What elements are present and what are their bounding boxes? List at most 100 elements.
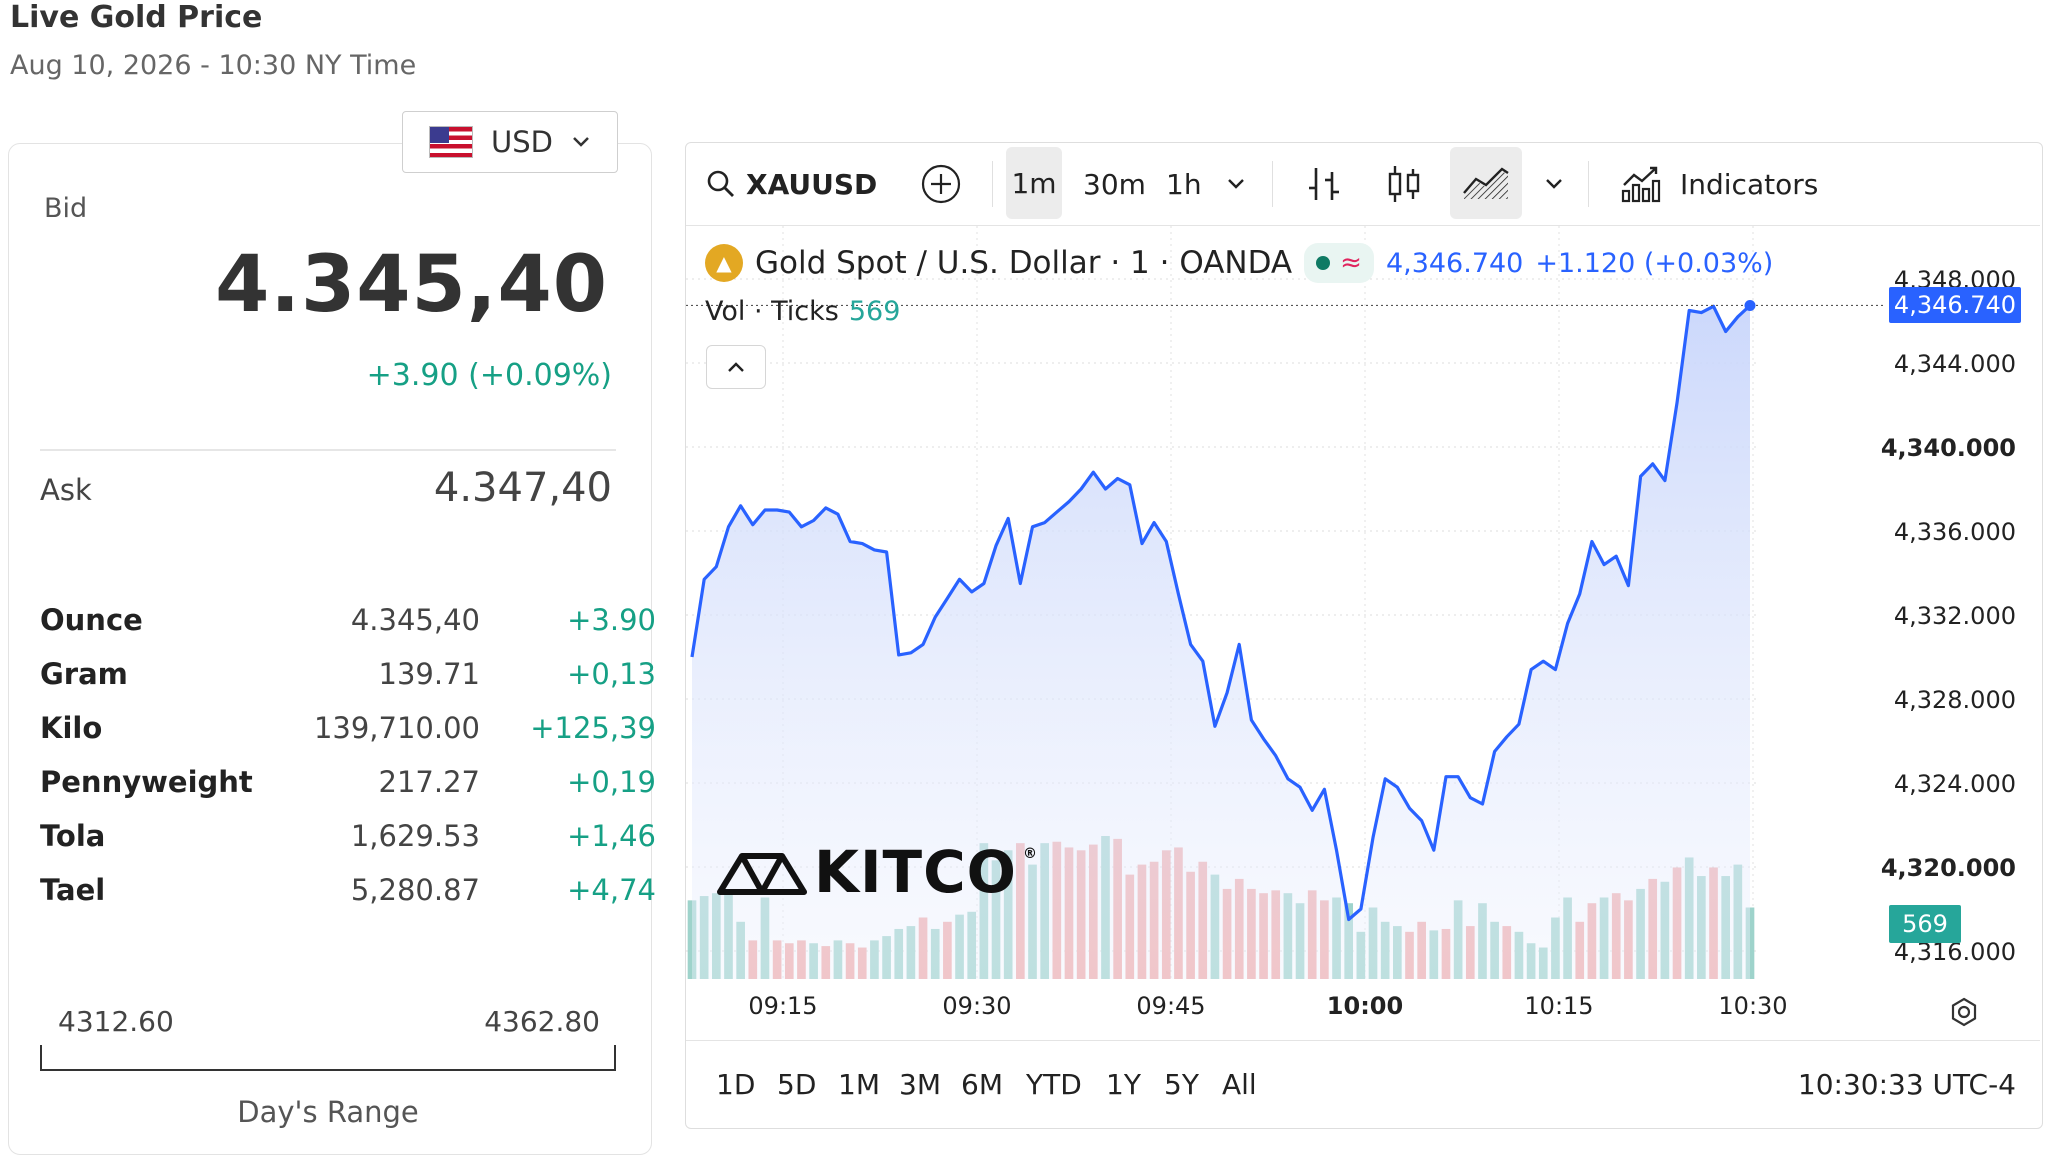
x-tick-label: 09:30 <box>942 992 1011 1020</box>
symbol-name: Gold Spot / U.S. Dollar · 1 · OANDA <box>755 245 1293 281</box>
bid-price: 4.345,40 <box>215 240 608 330</box>
unit-change: +3.90 <box>567 603 656 637</box>
timestamp: Aug 10, 2026 - 10:30 NY Time <box>10 50 417 81</box>
y-tick-label: 4,336.000 <box>1894 518 2016 546</box>
price-panel <box>8 143 652 1155</box>
settings-icon[interactable] <box>1948 996 1980 1028</box>
unit-name: Kilo <box>40 711 103 745</box>
interval-1h[interactable]: 1h <box>1166 167 1202 201</box>
page-title: Live Gold Price <box>10 0 263 35</box>
bar-chart-button[interactable] <box>1306 143 1342 225</box>
kitco-logo-icon <box>717 853 807 895</box>
period-all[interactable]: All <box>1222 1067 1257 1101</box>
separator <box>992 161 993 207</box>
period-ytd[interactable]: YTD <box>1026 1067 1082 1101</box>
gold-coin-icon: ▲ <box>705 244 743 282</box>
range-bar <box>40 1045 616 1071</box>
divider <box>40 449 616 451</box>
unit-name: Gram <box>40 657 128 691</box>
unit-change: +1,46 <box>567 819 656 853</box>
unit-row-tola: Tola 1,629.53 +1,46 <box>40 819 656 873</box>
range-label: Day's Range <box>237 1095 419 1129</box>
indicators-icon <box>1621 166 1661 203</box>
us-flag-icon <box>429 126 474 158</box>
currency-select[interactable]: USD <box>402 111 618 173</box>
chevron-down-icon <box>1228 179 1244 189</box>
period-1y[interactable]: 1Y <box>1106 1067 1141 1101</box>
volume-legend: Vol · Ticks 569 <box>705 296 900 327</box>
last-price-dot <box>1744 299 1756 311</box>
unit-change: +0,19 <box>567 765 656 799</box>
ask-label: Ask <box>40 473 92 507</box>
unit-name: Ounce <box>40 603 143 637</box>
kitco-wordmark: KITCO <box>814 838 1017 906</box>
x-tick-label: 10:00 <box>1327 992 1403 1020</box>
symbol-search[interactable]: XAUUSD <box>706 143 877 225</box>
period-5y[interactable]: 5Y <box>1164 1067 1199 1101</box>
x-tick-label: 10:30 <box>1718 992 1787 1020</box>
delay-wave-icon: ≈ <box>1340 248 1362 278</box>
unit-row-tael: Tael 5,280.87 +4,74 <box>40 873 656 927</box>
compare-button[interactable] <box>920 143 962 225</box>
unit-change: +0,13 <box>567 657 656 691</box>
status-dot-icon <box>1316 256 1331 270</box>
unit-table: Ounce 4.345,40 +3.90 Gram 139.71 +0,13 K… <box>40 603 656 927</box>
unit-name: Tael <box>40 873 106 907</box>
volume-value: 569 <box>848 296 901 327</box>
period-5d[interactable]: 5D <box>777 1067 817 1101</box>
chevron-down-icon <box>1546 179 1562 189</box>
period-3m[interactable]: 3M <box>899 1067 941 1101</box>
currency-label: USD <box>491 125 553 159</box>
legend-change: +1.120 (+0.03%) <box>1535 247 1774 279</box>
unit-row-kilo: Kilo 139,710.00 +125,39 <box>40 711 656 765</box>
kitco-logo: KITCO ® <box>716 838 1038 906</box>
period-1d[interactable]: 1D <box>716 1067 756 1101</box>
x-tick-label: 10:15 <box>1524 992 1593 1020</box>
unit-price: 139.71 <box>378 657 480 691</box>
chevron-down-icon <box>573 137 589 147</box>
search-icon <box>707 170 734 197</box>
unit-price: 217.27 <box>378 765 480 799</box>
legend-last: 4,346.740 <box>1385 247 1524 279</box>
y-tick-label: 4,340.000 <box>1881 434 2016 462</box>
area-chart-icon <box>1463 167 1509 199</box>
separator <box>1588 161 1589 207</box>
range-low: 4312.60 <box>58 1005 174 1038</box>
x-tick-label: 09:45 <box>1136 992 1205 1020</box>
range-high: 4362.80 <box>484 1005 600 1038</box>
market-status[interactable]: ≈ <box>1304 243 1374 283</box>
period-1m[interactable]: 1M <box>838 1067 880 1101</box>
separator <box>1272 161 1273 207</box>
volume-label: Vol · Ticks <box>705 296 839 327</box>
collapse-legend-button[interactable] <box>706 345 766 389</box>
price-chart[interactable]: 4,348.0004,344.0004,340.0004,336.0004,33… <box>686 226 2040 1038</box>
unit-change: +4,74 <box>567 873 656 907</box>
period-6m[interactable]: 6M <box>961 1067 1003 1101</box>
area-chart-button[interactable] <box>1450 147 1522 219</box>
unit-row-pennyweight: Pennyweight 217.27 +0,19 <box>40 765 656 819</box>
price-line <box>690 304 1752 922</box>
chart-legend: ▲ Gold Spot / U.S. Dollar · 1 · OANDA ≈ … <box>705 238 1773 288</box>
interval-30m[interactable]: 30m <box>1083 167 1146 201</box>
price-area <box>692 305 1750 979</box>
chart-toolbar: XAUUSD 1m 30m 1h Indicators <box>686 143 2040 226</box>
plus-circle-icon <box>921 164 961 204</box>
symbol-label: XAUUSD <box>746 167 878 201</box>
volume-tag: 569 <box>1889 905 1961 943</box>
candles-button[interactable] <box>1386 143 1422 225</box>
unit-price: 4.345,40 <box>350 603 480 637</box>
y-tick-label: 4,344.000 <box>1894 350 2016 378</box>
x-tick-label: 09:15 <box>748 992 817 1020</box>
chart-clock: 10:30:33 UTC-4 <box>1797 1067 2016 1101</box>
interval-1m[interactable]: 1m <box>1006 147 1062 219</box>
candlestick-icon <box>1388 166 1420 202</box>
y-tick-label: 4,332.000 <box>1894 602 2016 630</box>
unit-row-gram: Gram 139.71 +0,13 <box>40 657 656 711</box>
unit-price: 5,280.87 <box>350 873 480 907</box>
bid-label: Bid <box>44 193 88 224</box>
indicators-button[interactable]: Indicators <box>1620 143 1818 225</box>
interval-dropdown[interactable] <box>1226 143 1246 225</box>
bid-change: +3.90 (+0.09%) <box>366 358 612 393</box>
ask-price: 4.347,40 <box>433 465 612 511</box>
chart-type-dropdown[interactable] <box>1544 143 1564 225</box>
